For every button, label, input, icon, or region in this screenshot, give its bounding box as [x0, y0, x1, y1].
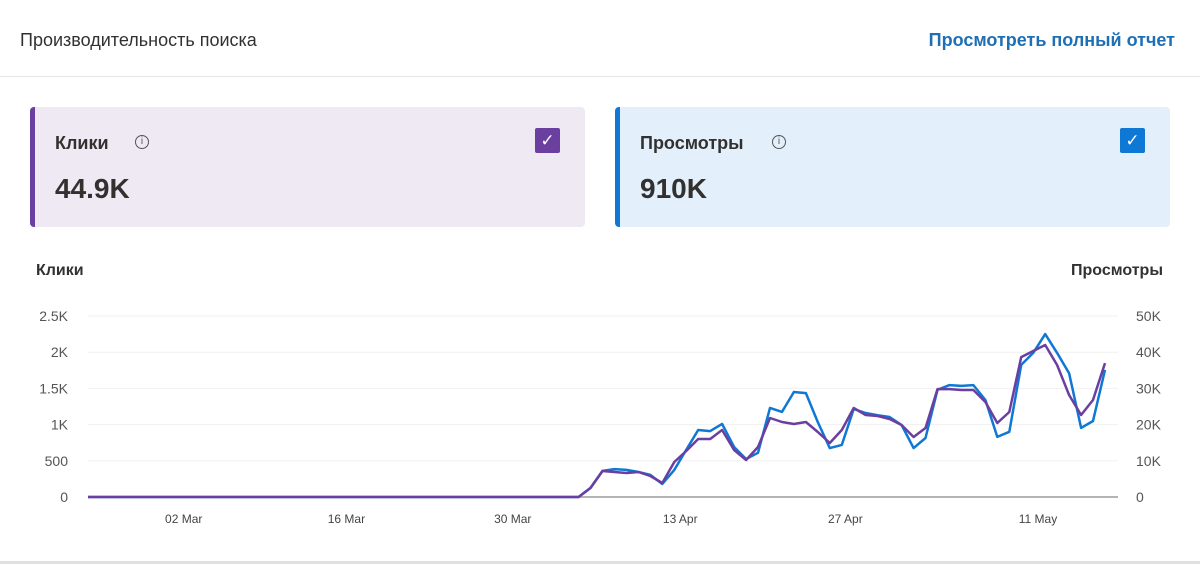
divider	[0, 561, 1200, 564]
clicks-checkbox[interactable]: ✓	[535, 128, 560, 153]
x-tick-label: 27 Apr	[828, 512, 863, 526]
left-tick-label: 500	[45, 453, 69, 469]
clicks-label: Клики	[55, 133, 109, 153]
header: Производительность поиска Просмотреть по…	[0, 0, 1200, 77]
info-icon[interactable]: i	[772, 135, 786, 149]
series-line-views	[88, 332, 1107, 499]
right-axis-title: Просмотры	[1070, 262, 1163, 279]
right-tick-label: 0	[1136, 489, 1144, 505]
x-tick-label: 02 Mar	[165, 512, 202, 526]
clicks-value: 44.9K	[55, 173, 130, 204]
right-tick-label: 40K	[1136, 344, 1162, 360]
x-tick-label: 30 Mar	[494, 512, 531, 526]
info-icon[interactable]: i	[135, 135, 149, 149]
views-label: Просмотры	[640, 133, 744, 153]
x-tick-label: 13 Apr	[663, 512, 698, 526]
clicks-card[interactable]: Клики i 44.9K ✓	[30, 107, 585, 227]
views-card[interactable]: Просмотры i 910K ✓	[615, 107, 1170, 227]
views-checkbox[interactable]: ✓	[1120, 128, 1145, 153]
right-tick-label: 20K	[1136, 417, 1162, 433]
page-title: Производительность поиска	[20, 30, 257, 50]
series-line-clicks	[88, 343, 1107, 499]
right-tick-label: 50K	[1136, 308, 1162, 324]
left-axis-title: Клики	[36, 262, 84, 279]
checkmark-icon: ✓	[540, 131, 555, 150]
left-tick-label: 0	[60, 489, 68, 505]
left-tick-label: 2K	[51, 344, 69, 360]
left-tick-label: 2.5K	[39, 308, 68, 324]
checkmark-icon: ✓	[1125, 131, 1140, 150]
x-tick-label: 16 Mar	[328, 512, 365, 526]
left-tick-label: 1.5K	[39, 380, 68, 396]
left-tick-label: 1K	[51, 417, 69, 433]
right-tick-label: 10K	[1136, 453, 1162, 469]
right-tick-label: 30K	[1136, 380, 1162, 396]
views-value: 910K	[640, 173, 707, 204]
x-tick-label: 11 May	[1019, 512, 1057, 526]
view-full-report-link[interactable]: Просмотреть полный отчет	[928, 30, 1175, 50]
